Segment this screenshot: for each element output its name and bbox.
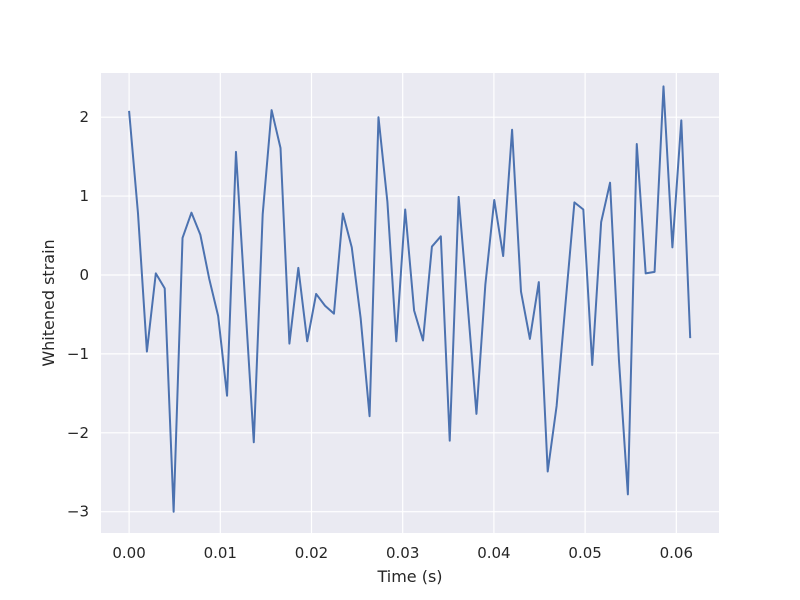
series-line <box>128 85 692 513</box>
y-tick-label: −2 <box>67 424 89 442</box>
y-tick-label: 2 <box>79 108 89 126</box>
x-tick-label: 0.01 <box>204 544 237 562</box>
x-tick-label: 0.02 <box>295 544 328 562</box>
x-tick-label: 0.05 <box>568 544 601 562</box>
x-tick-label: 0.04 <box>477 544 510 562</box>
y-tick-labels: −3 −2 −1 0 1 2 <box>67 108 89 521</box>
x-tick-label: 0.03 <box>386 544 419 562</box>
y-axis-label: Whitened strain <box>39 239 58 366</box>
y-tick-label: −1 <box>67 345 89 363</box>
x-axis-label: Time (s) <box>376 567 442 586</box>
y-tick-label: 1 <box>79 187 89 205</box>
y-tick-label: −3 <box>67 503 89 521</box>
x-tick-labels: 0.00 0.01 0.02 0.03 0.04 0.05 0.06 <box>112 544 693 562</box>
y-tick-label: 0 <box>79 266 89 284</box>
x-tick-label: 0.06 <box>660 544 693 562</box>
x-tick-label: 0.00 <box>112 544 145 562</box>
